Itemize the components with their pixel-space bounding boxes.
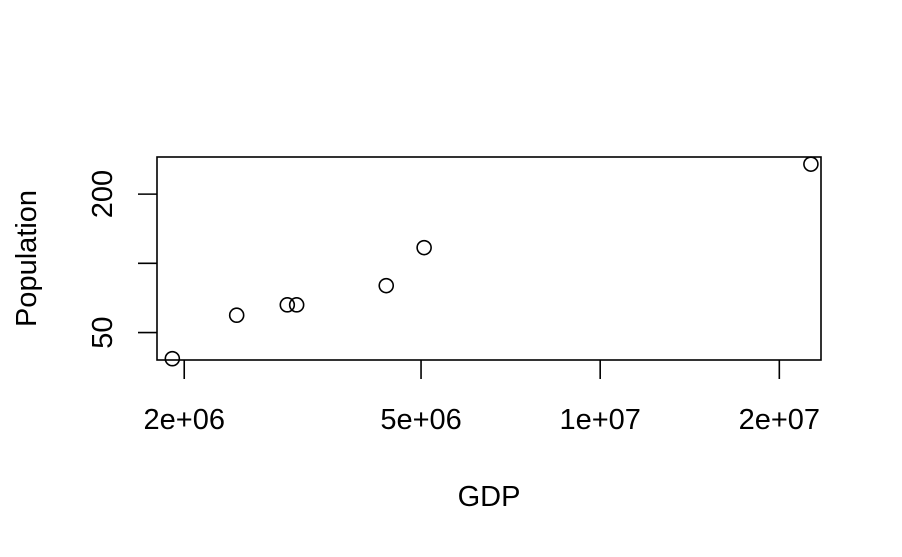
data-point — [417, 241, 431, 255]
x-tick-label: 5e+06 — [380, 404, 461, 436]
data-point — [230, 308, 244, 322]
x-tick-label: 2e+06 — [144, 404, 225, 436]
y-axis: 50 200 — [87, 170, 157, 349]
x-tick-label: 2e+07 — [739, 404, 820, 436]
y-tick-label: 200 — [87, 170, 119, 218]
x-tick-label: 1e+07 — [559, 404, 640, 436]
data-point — [290, 298, 304, 312]
y-tick-label: 50 — [87, 316, 119, 348]
x-axis-title: GDP — [458, 481, 521, 513]
x-axis: 2e+06 5e+06 1e+07 2e+07 — [144, 360, 821, 436]
plot-frame — [157, 157, 821, 360]
data-point — [165, 352, 179, 366]
data-points — [165, 157, 818, 366]
data-point — [804, 157, 818, 171]
data-point — [379, 279, 393, 293]
y-axis-title: Population — [11, 190, 43, 327]
